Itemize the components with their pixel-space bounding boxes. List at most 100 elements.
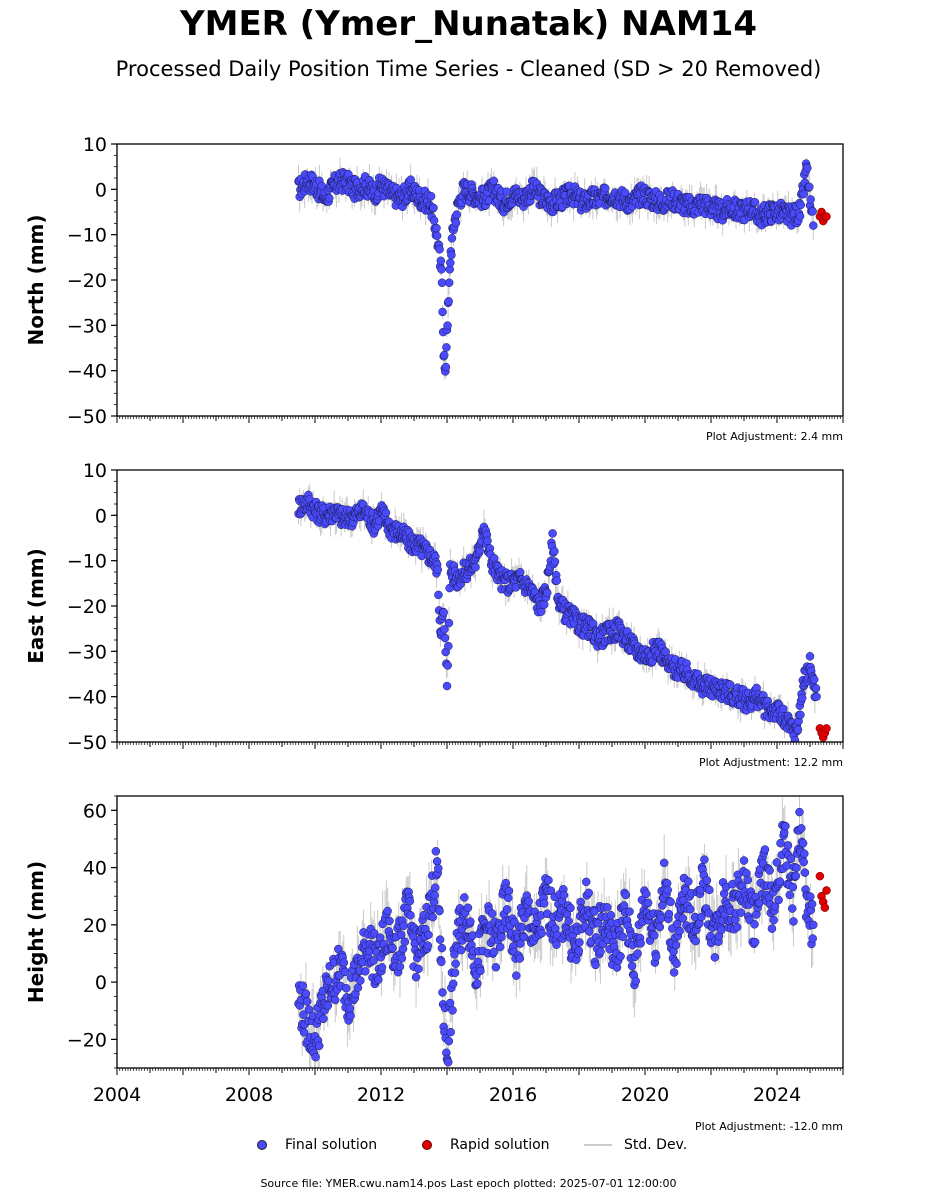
legend: Final solution Rapid solution Std. Dev.: [0, 1137, 937, 1157]
legend-rapid: Rapid solution: [422, 1137, 550, 1153]
final-point: [497, 932, 506, 942]
final-point: [631, 976, 640, 986]
final-point: [430, 883, 440, 892]
final-point: [732, 922, 742, 932]
x-tick-label: 2020: [621, 1084, 669, 1106]
final-point: [443, 1057, 453, 1067]
final-point: [539, 899, 549, 908]
plot-adjustment-note: Plot Adjustment: 12.2 mm: [699, 756, 843, 769]
final-point: [443, 661, 452, 670]
final-point: [353, 983, 363, 992]
final-point: [539, 600, 549, 609]
final-point: [776, 838, 785, 848]
final-point: [435, 906, 444, 916]
y-axis-label: Height (mm): [24, 861, 48, 1003]
final-point: [581, 877, 591, 887]
final-point: [444, 1036, 454, 1046]
final-point: [311, 1052, 320, 1062]
y-tick-label: 10: [83, 460, 107, 482]
final-point: [524, 897, 533, 906]
final-point: [799, 189, 808, 199]
final-point: [789, 917, 798, 926]
std-dev-line-icon: [584, 1144, 612, 1146]
final-point: [566, 903, 575, 913]
y-tick-label: 0: [95, 505, 107, 527]
final-point: [781, 821, 790, 831]
final-point: [799, 857, 808, 867]
final-point: [495, 942, 505, 952]
final-point: [341, 984, 351, 993]
final-point: [767, 924, 777, 933]
x-tick-label: 2024: [753, 1084, 801, 1106]
panel-2: 10 0 −10 −20 −30 −40 −50 East (mm) Plot Adjustme…: [24, 460, 844, 769]
final-point: [447, 250, 456, 260]
y-tick-label: 0: [95, 972, 107, 994]
final-point: [791, 871, 801, 881]
source-footer: Source file: YMER.cwu.nam14.pos Last epo…: [260, 1177, 677, 1190]
y-tick-label: −50: [67, 732, 107, 754]
final-point: [502, 905, 512, 914]
final-point: [702, 876, 712, 885]
final-point: [809, 920, 818, 930]
final-point: [441, 362, 451, 372]
final-point: [796, 200, 805, 210]
rapid-point: [822, 212, 831, 221]
final-point: [330, 995, 340, 1005]
final-point: [439, 608, 448, 617]
final-point: [591, 960, 600, 970]
final-point: [585, 927, 594, 936]
rapid-solution-marker-icon: [422, 1140, 432, 1150]
final-point: [750, 198, 760, 207]
panel-1: 10 0 −10 −20 −30 −40 −50 North (mm) Plot Adjustm…: [24, 134, 844, 443]
y-tick-label: −10: [67, 225, 107, 247]
final-point: [324, 193, 334, 203]
final-point: [314, 1041, 324, 1051]
plot-area: [294, 157, 831, 380]
rapid-points: [815, 871, 831, 912]
final-point: [397, 954, 407, 963]
final-point: [431, 847, 441, 856]
final-point: [448, 979, 458, 989]
final-point: [445, 998, 455, 1008]
final-point: [323, 1001, 333, 1010]
final-point: [788, 904, 797, 913]
final-point: [429, 216, 439, 225]
final-point: [636, 939, 645, 948]
final-point: [618, 932, 628, 942]
rapid-point: [822, 886, 831, 895]
final-point: [466, 917, 475, 926]
final-point: [299, 1010, 308, 1019]
final-point: [437, 943, 447, 953]
final-point: [433, 565, 443, 574]
final-point: [489, 176, 499, 186]
final-point: [437, 278, 447, 288]
rapid-points: [815, 207, 831, 226]
final-point: [451, 218, 461, 228]
final-point: [664, 909, 674, 919]
x-tick-label: 2008: [225, 1084, 273, 1106]
final-point: [584, 888, 593, 898]
x-tick-label: 2004: [93, 1084, 141, 1106]
final-point: [399, 921, 408, 931]
x-tick-label: 2016: [489, 1084, 537, 1106]
y-tick-label: 60: [83, 800, 107, 822]
final-point: [388, 943, 397, 953]
final-point: [717, 925, 726, 935]
final-point: [369, 929, 379, 938]
final-point: [797, 693, 807, 703]
final-point: [783, 841, 793, 850]
final-point: [778, 704, 788, 714]
final-point: [339, 958, 349, 967]
final-point: [788, 882, 798, 892]
final-point: [489, 947, 499, 957]
final-point: [575, 938, 584, 947]
final-point: [515, 567, 525, 577]
final-point: [304, 1005, 314, 1014]
final-point: [395, 962, 405, 971]
final-point: [460, 893, 469, 902]
final-point: [792, 863, 801, 873]
final-point: [452, 210, 461, 219]
final-point: [381, 508, 391, 518]
final-point: [700, 855, 709, 864]
final-point: [795, 807, 804, 817]
